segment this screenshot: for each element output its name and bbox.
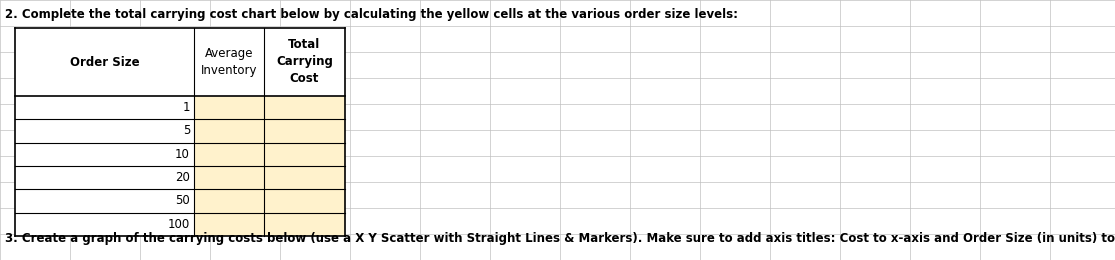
Bar [194,213,264,236]
Bar [194,189,264,213]
Text: Order Size: Order Size [69,55,139,68]
Bar [264,189,345,213]
Text: 10: 10 [175,148,190,161]
Text: 100: 100 [167,218,190,231]
Bar [264,213,345,236]
Text: 3. Create a graph of the carrying costs below (use a X Y Scatter with Straight L: 3. Create a graph of the carrying costs … [4,232,1115,245]
Bar [194,119,264,143]
Bar [194,166,264,189]
Bar [194,143,264,166]
Bar [194,96,264,119]
Text: 5: 5 [183,125,190,138]
Bar [264,166,345,189]
Bar [264,96,345,119]
Bar [264,119,345,143]
Text: 50: 50 [175,194,190,207]
Text: 20: 20 [175,171,190,184]
Bar [264,143,345,166]
Text: Average
Inventory: Average Inventory [201,47,258,77]
Text: Total
Carrying
Cost: Total Carrying Cost [277,38,333,86]
Bar [14,28,345,236]
Text: 2. Complete the total carrying cost chart below by calculating the yellow cells : 2. Complete the total carrying cost char… [4,8,738,21]
Text: 1: 1 [183,101,190,114]
